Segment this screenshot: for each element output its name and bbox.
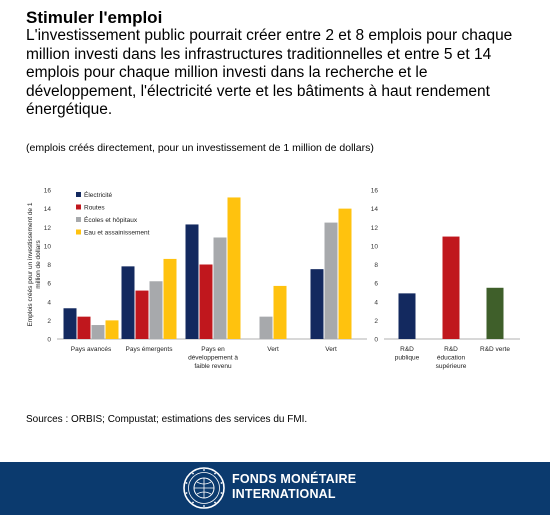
sources-note: Sources : ORBIS; Compustat; estimations …	[26, 414, 308, 425]
org-name-line1: FONDS MONÉTAIRE	[232, 472, 357, 486]
left-category-label: Pays en développement à faible revenu	[188, 346, 238, 370]
left-y-axis-label: Emplois créés pour un investissement de …	[27, 202, 42, 326]
right-ytick-label: 0	[374, 337, 378, 344]
legend-swatch	[76, 192, 81, 197]
left-ytick-label: 8	[47, 262, 51, 269]
bar-1-1	[135, 290, 149, 339]
left-category-label: Vert	[325, 346, 337, 353]
bar-0-0	[63, 308, 77, 339]
bar-2-2	[213, 237, 227, 339]
bar-4-0	[310, 269, 324, 339]
right-ytick-label: 10	[371, 243, 379, 250]
right-ytick-label: 2	[374, 318, 378, 325]
bar-2-0	[185, 224, 199, 339]
bar-0-2	[91, 325, 105, 339]
right-bar-1	[442, 236, 460, 339]
bar-1-0	[121, 266, 135, 339]
org-name-line2: INTERNATIONAL	[232, 487, 336, 501]
bar-4-2	[324, 222, 338, 339]
left-ytick-label: 12	[44, 225, 52, 232]
right-ytick-label: 12	[371, 225, 379, 232]
bar-2-3	[227, 197, 241, 339]
right-ytick-label: 14	[371, 206, 379, 213]
chart-note: (emplois créés directement, pour un inve…	[26, 142, 374, 154]
legend-swatch	[76, 204, 81, 210]
legend-label: Écoles et hôpitaux	[84, 215, 138, 224]
right-category-label: R&D verte	[480, 346, 510, 353]
left-category-label: Pays émergents	[126, 346, 174, 353]
left-category-label: Pays avancés	[71, 346, 112, 353]
left-category-label: Vert	[267, 346, 279, 353]
right-ytick-label: 6	[374, 281, 378, 288]
left-ytick-label: 0	[47, 337, 51, 344]
chart-title: Stimuler l'emploi	[26, 8, 163, 27]
bar-0-1	[77, 316, 91, 339]
bar-4-3	[338, 208, 352, 339]
right-bar-0	[398, 293, 416, 339]
legend-label: Électricité	[84, 190, 113, 199]
bar-3-3	[273, 285, 287, 339]
imf-seal-icon	[183, 467, 225, 509]
left-ytick-label: 16	[44, 188, 52, 195]
right-ytick-label: 4	[374, 299, 378, 306]
legend-swatch	[76, 217, 81, 222]
chart-subtitle: L'investissement public pourrait créer e…	[26, 27, 513, 118]
left-ytick-label: 10	[44, 243, 52, 250]
left-ytick-label: 4	[47, 299, 51, 306]
left-ytick-label: 6	[47, 281, 51, 288]
bar-1-2	[149, 281, 163, 339]
left-ytick-label: 2	[47, 318, 51, 325]
footer-banner: FONDS MONÉTAIRE INTERNATIONAL	[0, 462, 550, 515]
right-ytick-label: 8	[374, 262, 378, 269]
left-ytick-label: 14	[44, 206, 52, 213]
right-ytick-label: 16	[371, 188, 379, 195]
right-category-label: R&D éducation supérieure	[436, 346, 467, 370]
bar-1-3	[163, 258, 177, 339]
bar-2-1	[199, 264, 213, 339]
legend-label: Eau et assainissement	[84, 230, 150, 237]
bar-3-2	[259, 316, 273, 339]
legend-swatch	[76, 229, 81, 235]
org-name: FONDS MONÉTAIRE INTERNATIONAL	[232, 472, 356, 502]
bar-0-3	[105, 320, 119, 339]
right-category-label: R&D publique	[395, 346, 420, 362]
legend-label: Routes	[84, 205, 105, 212]
right-bar-2	[486, 287, 504, 339]
right-chart: 0 2 4 6 8 10 12 14 16 R&D publique R&D éducation supé…	[371, 188, 520, 370]
